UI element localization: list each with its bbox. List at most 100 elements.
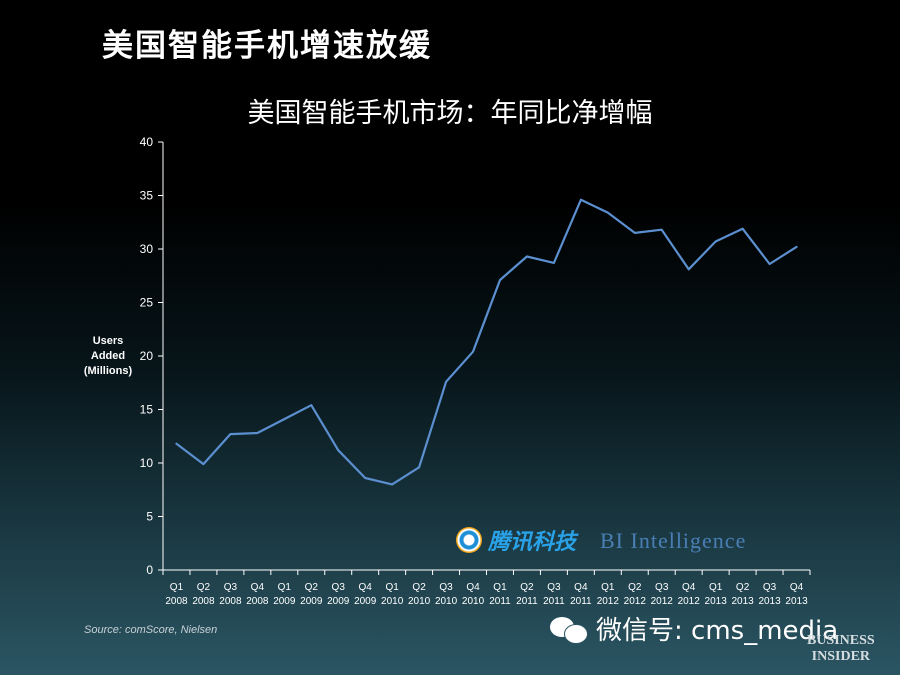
y-tick-label: 30	[140, 242, 154, 256]
x-tick-label-quarter: Q2	[628, 582, 642, 593]
data-point	[175, 442, 178, 445]
series-line	[175, 198, 798, 486]
x-tick-label-quarter: Q3	[332, 582, 346, 593]
y-tick-label: 10	[140, 456, 154, 470]
tencent-watermark-text: 腾讯科技	[488, 530, 577, 555]
x-tick-label-quarter: Q1	[493, 582, 507, 593]
x-tick-label-year: 2010	[462, 596, 485, 607]
y-tick-label: 35	[140, 189, 154, 203]
business-insider-line2: INSIDER	[811, 649, 871, 664]
x-tick-label-quarter: Q1	[385, 582, 399, 593]
y-tick-label: 20	[140, 349, 154, 363]
business-insider-logo: BUSINESS INSIDER	[807, 633, 875, 665]
x-tick-label-quarter: Q2	[520, 582, 534, 593]
x-tick-label-year: 2008	[219, 596, 242, 607]
wechat-id: 微信号: cms_media	[596, 616, 839, 646]
x-tick-label-year: 2009	[273, 596, 296, 607]
data-point	[337, 449, 340, 451]
x-tick-label-year: 2013	[785, 596, 808, 607]
x-tick-label-year: 2009	[327, 596, 350, 607]
y-axis-label-line: Added	[91, 350, 125, 362]
wechat-watermark: 微信号: cms_media	[550, 610, 838, 647]
x-tick-label-year: 2009	[354, 596, 377, 607]
tencent-watermark: 腾讯科技	[456, 524, 576, 556]
y-axis-label-line: Users	[93, 335, 124, 347]
data-point	[741, 227, 744, 230]
business-insider-line1: BUSINESS	[807, 633, 875, 648]
x-tick-label-quarter: Q2	[736, 582, 750, 593]
x-tick-label-quarter: Q3	[224, 582, 238, 593]
x-tick-label-year: 2013	[705, 596, 728, 607]
x-tick-label-year: 2011	[543, 596, 565, 607]
x-tick-label-year: 2011	[570, 596, 592, 607]
y-axis-label-line: (Millions)	[84, 365, 133, 377]
x-tick-label-year: 2013	[731, 596, 754, 607]
x-tick-label-quarter: Q4	[682, 582, 696, 593]
x-tick-label-year: 2012	[597, 596, 620, 607]
data-point	[202, 463, 205, 465]
x-tick-label-quarter: Q4	[466, 582, 480, 593]
y-tick-label: 25	[140, 296, 154, 310]
data-point	[660, 228, 663, 231]
x-tick-label-year: 2012	[624, 596, 647, 607]
data-point	[526, 255, 528, 258]
x-tick-label-quarter: Q1	[709, 582, 723, 593]
x-tick-label-year: 2013	[758, 596, 781, 607]
x-tick-label-quarter: Q2	[197, 582, 211, 593]
x-tick-label-quarter: Q1	[601, 582, 615, 593]
x-tick-label-quarter: Q2	[305, 582, 319, 593]
chart-title: 美国智能手机市场：年同比净增幅	[247, 98, 653, 129]
data-point	[499, 279, 501, 281]
data-point	[633, 232, 636, 234]
data-point	[687, 268, 690, 271]
x-tick-label-year: 2008	[246, 596, 269, 607]
x-tick-label-year: 2012	[651, 596, 674, 607]
data-point	[229, 433, 232, 435]
data-point	[283, 418, 286, 420]
x-tick-label-quarter: Q4	[251, 582, 265, 593]
x-tick-label-quarter: Q1	[170, 582, 184, 593]
data-point	[714, 240, 717, 243]
y-tick-label: 5	[146, 510, 153, 524]
data-point	[364, 477, 366, 479]
y-tick-label: 40	[140, 135, 154, 149]
x-tick-label-quarter: Q3	[655, 582, 669, 593]
x-tick-label-year: 2008	[192, 596, 215, 607]
x-tick-label-quarter: Q1	[278, 582, 292, 593]
x-tick-label-year: 2010	[435, 596, 458, 607]
x-tick-label-quarter: Q3	[547, 582, 561, 593]
data-point	[768, 263, 771, 265]
slide-headline: 美国智能手机增速放缓	[102, 28, 432, 64]
data-point	[256, 432, 259, 434]
x-tick-label-quarter: Q4	[574, 582, 588, 593]
source-note: Source: comScore, Nielsen	[84, 624, 218, 636]
x-tick-label-year: 2011	[516, 596, 538, 607]
x-tick-label-quarter: Q4	[790, 582, 804, 593]
x-tick-label-year: 2008	[165, 596, 188, 607]
x-tick-label-year: 2011	[489, 596, 511, 607]
x-tick-label-quarter: Q3	[763, 582, 777, 593]
y-tick-label: 15	[140, 403, 154, 417]
x-tick-label-year: 2010	[381, 596, 404, 607]
data-point	[795, 246, 798, 248]
data-point	[580, 198, 582, 201]
data-point	[553, 262, 555, 264]
data-point	[391, 483, 393, 486]
data-point	[607, 211, 609, 214]
y-axis-label: Users Added (Millions)	[84, 335, 133, 377]
x-tick-label-quarter: Q2	[412, 582, 426, 593]
data-point	[418, 466, 420, 469]
tencent-logo-icon	[456, 527, 482, 553]
data-point	[310, 404, 313, 407]
wechat-icon	[550, 615, 590, 644]
x-tick-label-quarter: Q3	[439, 582, 453, 593]
x-tick-label-year: 2009	[300, 596, 323, 607]
data-point	[472, 350, 474, 353]
x-tick-label-year: 2010	[408, 596, 431, 607]
bi-intelligence-watermark: BI Intelligence	[600, 528, 747, 553]
y-tick-label: 0	[146, 563, 153, 577]
x-tick-label-quarter: Q4	[359, 582, 373, 593]
x-tick-label-year: 2012	[678, 596, 701, 607]
data-point	[445, 380, 447, 383]
